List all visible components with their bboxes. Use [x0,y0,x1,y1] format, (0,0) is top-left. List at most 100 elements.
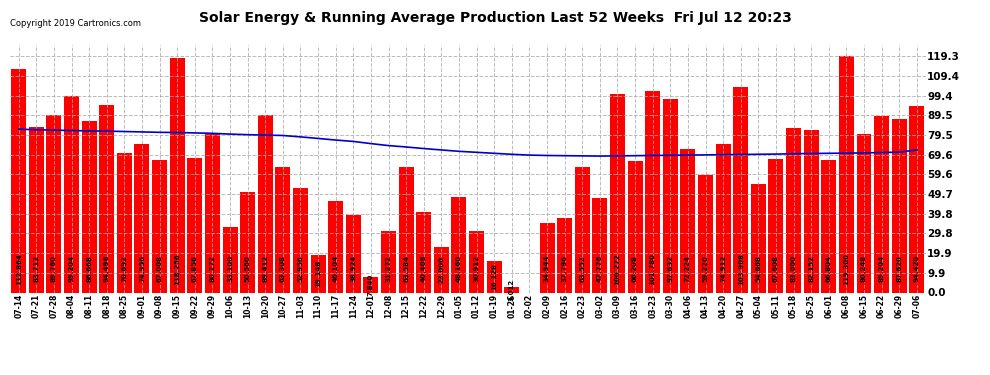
Bar [698,175,713,292]
Bar [81,121,97,292]
Text: 63.308: 63.308 [280,255,286,282]
Bar [381,231,396,292]
Bar [117,153,132,292]
Bar [64,96,79,292]
Bar [645,91,660,292]
Text: 100.272: 100.272 [615,253,621,285]
Bar [363,277,378,292]
Text: 72.224: 72.224 [685,255,691,282]
Text: 67.608: 67.608 [773,255,779,282]
Text: 3.012: 3.012 [509,279,515,301]
Text: 74.912: 74.912 [720,255,726,282]
Text: 119.300: 119.300 [843,253,849,285]
Bar [416,213,432,292]
Bar [680,150,695,292]
Text: 80.248: 80.248 [861,255,867,282]
Text: 30.912: 30.912 [473,255,479,282]
Text: 19.148: 19.148 [315,260,321,287]
Bar [169,58,185,292]
Text: 99.204: 99.204 [68,255,74,282]
Bar [716,144,731,292]
Text: 50.560: 50.560 [245,255,250,282]
Bar [469,231,484,292]
Text: 46.104: 46.104 [333,255,339,282]
Bar [329,201,344,292]
Bar [734,87,748,292]
Bar [346,215,360,292]
Bar [910,105,925,292]
Text: 82.152: 82.152 [808,255,814,282]
Text: 94.420: 94.420 [914,255,920,282]
Text: 94.496: 94.496 [104,255,110,282]
Text: 83.712: 83.712 [34,255,40,282]
Bar [399,166,414,292]
Bar [152,160,167,292]
Bar [293,188,308,292]
Text: 34.944: 34.944 [544,255,550,282]
Text: 89.760: 89.760 [50,255,57,282]
Text: Solar Energy & Running Average Production Last 52 Weeks  Fri Jul 12 20:23: Solar Energy & Running Average Productio… [199,11,791,25]
Text: 70.692: 70.692 [122,255,128,282]
Bar [557,217,572,292]
Bar [205,134,220,292]
Bar [451,197,466,292]
Bar [311,255,326,292]
Text: 86.668: 86.668 [86,255,92,282]
Bar [540,223,554,292]
Bar [135,144,149,292]
Text: 89.204: 89.204 [878,255,885,282]
Text: 101.780: 101.780 [649,253,655,285]
Text: 59.220: 59.220 [703,255,709,282]
Text: 31.272: 31.272 [385,255,391,282]
Text: 37.796: 37.796 [561,255,567,282]
Bar [804,130,819,292]
Text: 38.924: 38.924 [350,255,356,282]
Text: 103.908: 103.908 [738,253,743,285]
Text: 66.804: 66.804 [826,255,832,282]
Bar [839,56,854,292]
Text: 83.000: 83.000 [791,255,797,282]
Bar [750,184,766,292]
Text: 80.272: 80.272 [210,255,216,282]
Text: 112.864: 112.864 [16,253,22,285]
Bar [768,159,783,292]
Bar [592,198,607,292]
Text: 63.552: 63.552 [579,255,585,282]
Bar [892,119,907,292]
Bar [822,160,837,292]
Text: 48.160: 48.160 [456,255,462,282]
Text: 66.208: 66.208 [632,255,639,282]
Bar [223,227,238,292]
Text: Copyright 2019 Cartronics.com: Copyright 2019 Cartronics.com [10,19,141,28]
Text: 33.100: 33.100 [227,255,233,282]
Text: 23.000: 23.000 [439,256,445,283]
Bar [29,127,44,292]
Bar [275,167,290,292]
Bar [99,105,114,292]
Text: 52.956: 52.956 [297,255,304,282]
Text: 67.856: 67.856 [192,255,198,282]
Bar [786,128,801,292]
Bar [11,69,26,292]
Bar [575,166,590,292]
Bar [610,94,625,292]
Text: 97.632: 97.632 [667,255,673,282]
Text: 74.956: 74.956 [139,255,145,282]
Bar [663,99,678,292]
Bar [241,192,255,292]
Text: 118.256: 118.256 [174,253,180,285]
Text: 67.008: 67.008 [156,255,162,282]
Bar [856,134,871,292]
Text: 7.840: 7.840 [368,273,374,296]
Text: 40.408: 40.408 [421,255,427,282]
Bar [504,286,520,292]
Bar [487,261,502,292]
Bar [187,158,202,292]
Text: 54.668: 54.668 [755,255,761,282]
Bar [628,161,643,292]
Text: 16.128: 16.128 [491,263,497,290]
Text: 47.776: 47.776 [597,255,603,282]
Bar [874,116,889,292]
Bar [47,115,61,292]
Text: 89.412: 89.412 [262,255,268,282]
